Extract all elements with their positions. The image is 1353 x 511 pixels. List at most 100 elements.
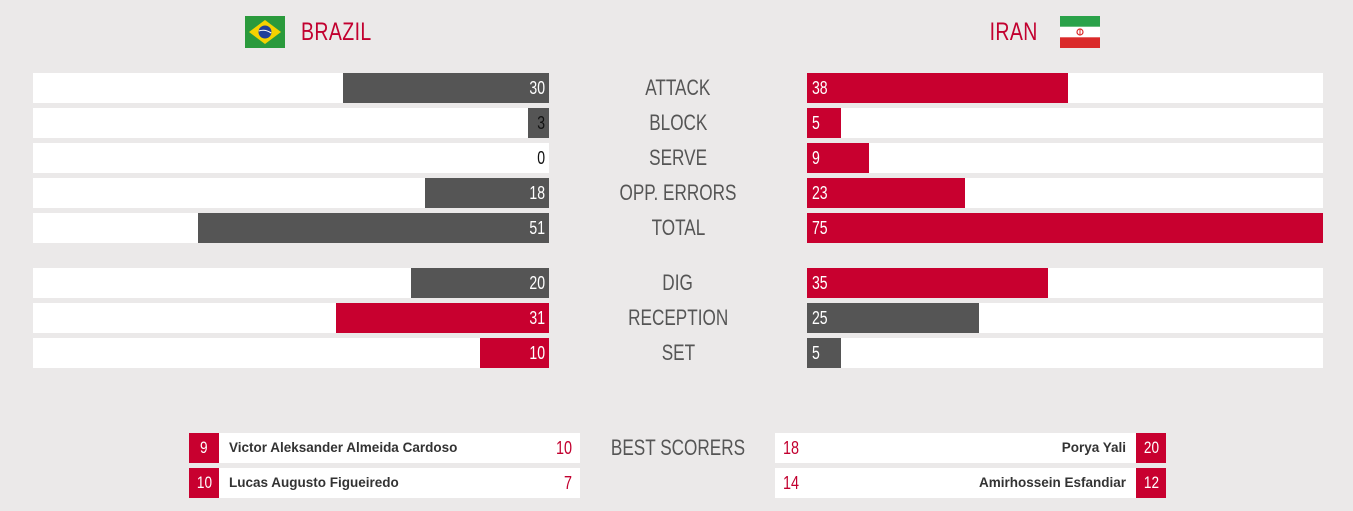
home-stat-value: 3 <box>537 113 545 133</box>
stat-label: TOTAL <box>549 213 807 243</box>
scorer-card: Porya Yali 18 <box>775 433 1136 463</box>
stat-label-text: SERVE <box>649 145 707 170</box>
stat-label: OPP. ERRORS <box>549 178 807 208</box>
stat-row-block: 3 BLOCK 5 <box>33 108 1323 138</box>
home-stat-bar <box>411 268 549 298</box>
stat-row-opp-errors: 18 OPP. ERRORS 23 <box>33 178 1323 208</box>
home-stat-track: 30 <box>33 73 549 103</box>
iran-flag-icon <box>1060 16 1100 48</box>
scorer-points-text: 7 <box>563 473 572 493</box>
away-stat-track: 35 <box>807 268 1323 298</box>
home-stat-value: 31 <box>529 308 545 328</box>
stat-label: RECEPTION <box>549 303 807 333</box>
stat-row-set: 10 SET 5 <box>33 338 1323 368</box>
home-stat-bar <box>425 178 549 208</box>
stat-label: ATTACK <box>549 73 807 103</box>
home-best-scorer-row: Victor Aleksander Almeida Cardoso 10 9 <box>189 433 580 463</box>
stat-label-text: TOTAL <box>651 215 705 240</box>
away-team-name: IRAN <box>989 17 1038 46</box>
scorer-jersey-number: 12 <box>1136 468 1166 498</box>
home-stat-value: 18 <box>529 183 545 203</box>
scorer-jersey-number-text: 12 <box>1143 473 1159 492</box>
away-stat-bar <box>807 213 1323 243</box>
away-stat-bar <box>807 143 869 173</box>
scorer-name: Lucas Augusto Figueiredo <box>229 475 399 490</box>
home-stat-bar <box>336 303 549 333</box>
home-stat-track: 20 <box>33 268 549 298</box>
stat-label-text: BLOCK <box>648 110 708 135</box>
away-stat-bar <box>807 338 841 368</box>
stat-row-reception: 31 RECEPTION 25 <box>33 303 1323 333</box>
away-stat-bar <box>807 73 1068 103</box>
scorer-jersey-number-text: 10 <box>196 473 212 492</box>
scorer-name: Porya Yali <box>1061 440 1126 455</box>
scorer-jersey-number: 9 <box>189 433 219 463</box>
away-stat-track: 9 <box>807 143 1323 173</box>
away-stat-value: 75 <box>812 218 828 238</box>
home-stat-track: 18 <box>33 178 549 208</box>
away-stat-value: 5 <box>812 343 820 363</box>
best-scorers-label: BEST SCORERS <box>580 433 775 463</box>
away-stat-track: 5 <box>807 338 1323 368</box>
home-team-name: BRAZIL <box>301 17 372 46</box>
away-team-header: IRAN <box>976 14 1100 50</box>
home-stat-value: 30 <box>529 78 545 98</box>
stat-row-dig: 20 DIG 35 <box>33 268 1323 298</box>
stat-label-text: DIG <box>662 270 694 295</box>
stat-row-attack: 30 ATTACK 38 <box>33 73 1323 103</box>
home-best-scorer-row: Lucas Augusto Figueiredo 7 10 <box>189 468 580 498</box>
away-stat-value: 38 <box>812 78 828 98</box>
home-stat-track: 51 <box>33 213 549 243</box>
away-stat-value: 35 <box>812 273 828 293</box>
away-stat-value: 23 <box>812 183 828 203</box>
scorer-points-text: 14 <box>783 473 800 493</box>
stat-label-text: OPP. ERRORS <box>619 180 737 205</box>
brazil-flag-icon <box>245 16 285 48</box>
home-stat-value: 10 <box>529 343 545 363</box>
away-stat-track: 25 <box>807 303 1323 333</box>
scorer-points: 18 <box>783 433 803 463</box>
home-stat-bar <box>343 73 549 103</box>
away-stat-bar <box>807 268 1048 298</box>
home-stat-value: 51 <box>529 218 545 238</box>
stat-label: BLOCK <box>549 108 807 138</box>
home-stat-track: 0 <box>33 143 549 173</box>
scorer-card: Lucas Augusto Figueiredo 7 <box>219 468 580 498</box>
away-stat-track: 75 <box>807 213 1323 243</box>
home-stat-track: 31 <box>33 303 549 333</box>
away-stat-bar <box>807 303 979 333</box>
scorer-points-text: 10 <box>555 438 572 458</box>
away-stat-value: 9 <box>812 148 820 168</box>
scorer-jersey-number-text: 20 <box>1143 438 1159 457</box>
home-team-header: BRAZIL <box>245 14 392 50</box>
away-best-scorer-row: Amirhossein Esfandiar 14 12 <box>775 468 1166 498</box>
away-stat-value: 5 <box>812 113 820 133</box>
home-stat-bar <box>528 108 549 138</box>
home-stat-bar <box>198 213 549 243</box>
away-stat-track: 38 <box>807 73 1323 103</box>
scorer-points-text: 18 <box>783 438 800 458</box>
scorer-jersey-number: 10 <box>189 468 219 498</box>
home-stat-track: 3 <box>33 108 549 138</box>
away-stat-bar <box>807 108 841 138</box>
scorer-card: Victor Aleksander Almeida Cardoso 10 <box>219 433 580 463</box>
away-stat-track: 5 <box>807 108 1323 138</box>
stat-label-text: SET <box>661 340 695 365</box>
stat-label-text: RECEPTION <box>627 305 729 330</box>
stat-label: SET <box>549 338 807 368</box>
away-best-scorer-row: Porya Yali 18 20 <box>775 433 1166 463</box>
scorer-name: Victor Aleksander Almeida Cardoso <box>229 440 458 455</box>
scorer-points: 10 <box>552 433 572 463</box>
away-stat-value: 25 <box>812 308 828 328</box>
stat-label: SERVE <box>549 143 807 173</box>
best-scorers-label-text: BEST SCORERS <box>610 435 745 460</box>
stat-label-text: ATTACK <box>645 75 711 100</box>
scorer-points: 14 <box>783 468 803 498</box>
scorer-card: Amirhossein Esfandiar 14 <box>775 468 1136 498</box>
scorer-jersey-number-text: 9 <box>200 438 208 457</box>
home-stat-track: 10 <box>33 338 549 368</box>
away-stat-track: 23 <box>807 178 1323 208</box>
home-stat-bar <box>480 338 549 368</box>
home-stat-value: 20 <box>529 273 545 293</box>
scorer-name: Amirhossein Esfandiar <box>978 475 1126 490</box>
